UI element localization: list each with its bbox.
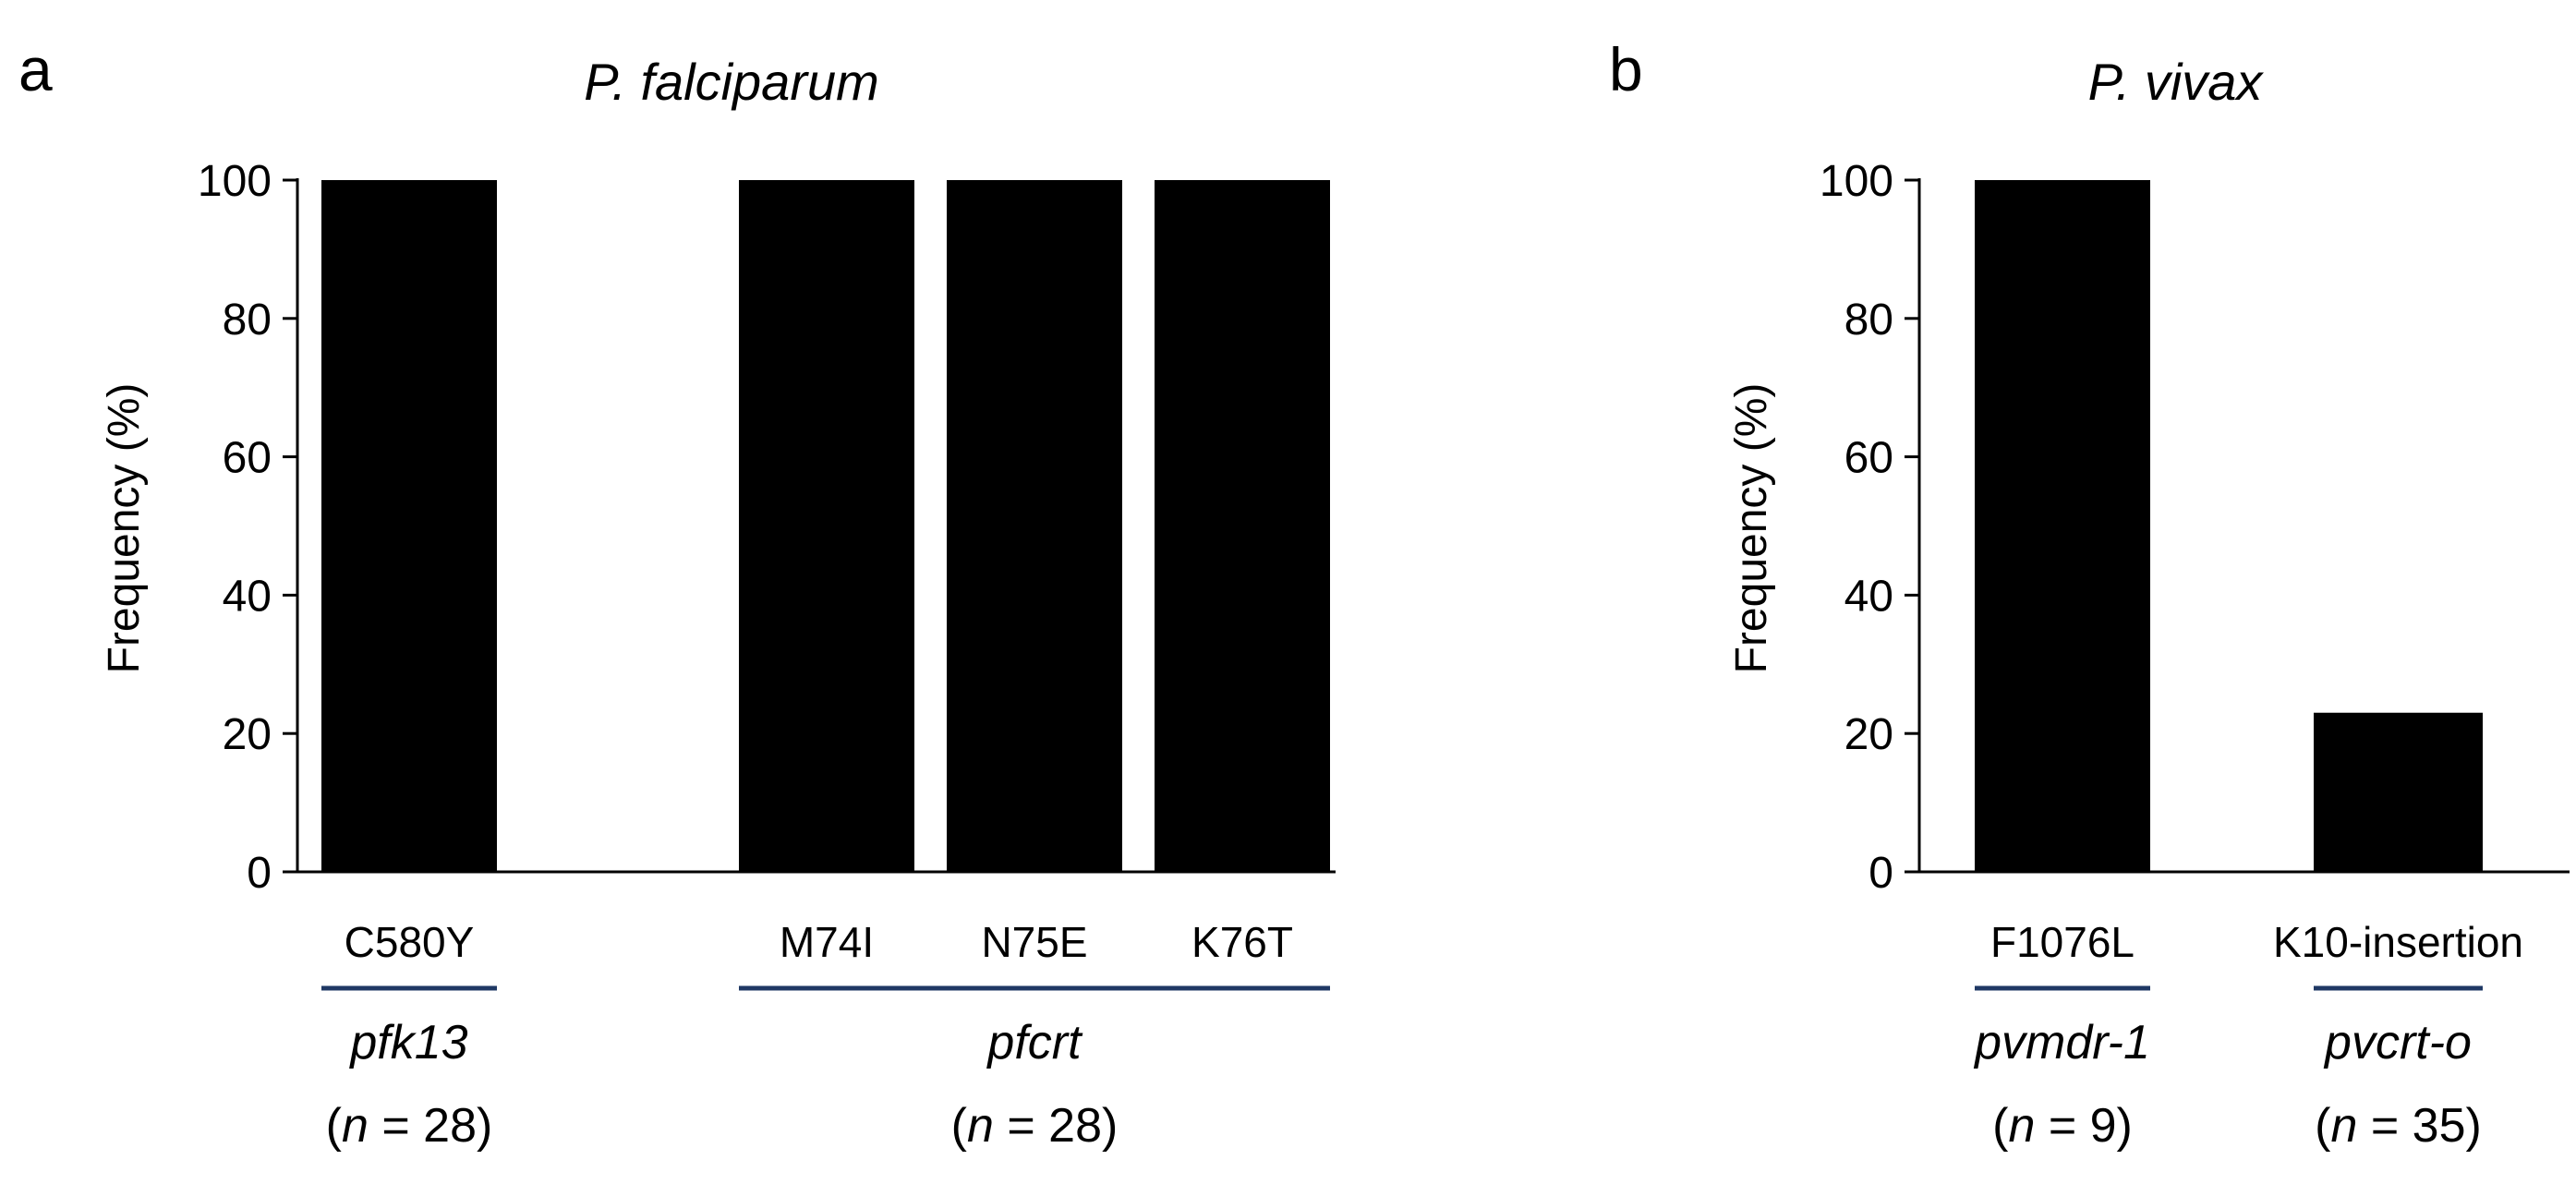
y-tick-label: 0 [247, 849, 272, 898]
gene-name: pvcrt-o [2323, 1016, 2472, 1069]
sample-size-variable: n [967, 1099, 994, 1153]
gene-groups-b: pvmdr-1(n = 9)pvcrt-o(n = 35) [1973, 985, 2483, 1153]
y-tick-label: 0 [1869, 849, 1893, 898]
y-tick-label: 80 [1844, 296, 1893, 344]
y-tick-label: 60 [1844, 434, 1893, 483]
chart-title-a: P. falciparum [584, 53, 879, 111]
gene-groups-a: pfk13(n = 28)pfcrt(n = 28) [321, 985, 1330, 1153]
y-tick-label: 100 [198, 157, 272, 206]
panel-letter-b: b [1609, 35, 1643, 103]
sample-size-value: = 28) [994, 1099, 1118, 1153]
bar-k10-insertion [2314, 712, 2483, 872]
sample-size-prefix: ( [2315, 1099, 2331, 1153]
sample-size-value: = 35) [2357, 1099, 2481, 1153]
y-axis-label-a: Frequency (%) [100, 383, 149, 674]
x-category-label: N75E [981, 918, 1087, 966]
x-category-label: F1076L [1990, 918, 2135, 966]
sample-size-variable: n [2330, 1099, 2357, 1153]
y-tick-label: 80 [223, 296, 272, 344]
y-tick-label: 60 [223, 434, 272, 483]
y-tick-label: 20 [223, 710, 272, 759]
y-tick-label: 100 [1820, 157, 1893, 206]
y-tick-label: 20 [1844, 710, 1893, 759]
sample-size-prefix: ( [951, 1099, 968, 1153]
x-category-label: C580Y [345, 918, 475, 966]
x-category-labels-b: F1076L K10-insertion [1990, 918, 2523, 966]
bars-a [321, 180, 1330, 872]
y-tick-label: 40 [1844, 572, 1893, 621]
sample-size-label: (n = 28) [951, 1099, 1119, 1153]
sample-size-variable: n [342, 1099, 369, 1153]
sample-size-variable: n [2008, 1099, 2035, 1153]
sample-size-value: = 9) [2035, 1099, 2133, 1153]
bar-k76t [1155, 180, 1330, 872]
sample-size-value: = 28) [369, 1099, 492, 1153]
y-axis-label-b: Frequency (%) [1727, 383, 1776, 674]
bars-b [1975, 180, 2483, 872]
bar-c580y [321, 180, 497, 872]
panel-letter-a: a [18, 35, 53, 103]
chart-title-b: P. vivax [2088, 53, 2265, 111]
sample-size-label: (n = 28) [326, 1099, 493, 1153]
gene-name: pvmdr-1 [1973, 1016, 2150, 1069]
bar-n75e [947, 180, 1122, 872]
panel-b-chart: b P. vivax Frequency (%) 0 20 40 60 80 100 F1… [1609, 35, 2570, 1153]
bar-f1076l [1975, 180, 2150, 872]
sample-size-prefix: ( [1992, 1099, 2009, 1153]
gene-name: pfk13 [348, 1016, 467, 1069]
sample-size-label: (n = 35) [2315, 1099, 2482, 1153]
y-tick-label: 40 [223, 572, 272, 621]
x-category-label: M74I [780, 918, 874, 966]
x-category-label: K76T [1191, 918, 1293, 966]
x-category-label: K10-insertion [2273, 918, 2523, 966]
bar-m74i [739, 180, 914, 872]
y-tick-labels-a: 0 20 40 60 80 100 [198, 157, 297, 898]
gene-name: pfcrt [986, 1016, 1083, 1069]
x-category-labels-a: C580Y M74I N75E K76T [345, 918, 1293, 966]
y-tick-labels-b: 0 20 40 60 80 100 [1820, 157, 1919, 898]
sample-size-label: (n = 9) [1992, 1099, 2133, 1153]
sample-size-prefix: ( [326, 1099, 343, 1153]
panel-a-chart: a P. falciparum Frequency (%) 0 20 40 60 80 1… [18, 35, 1336, 1153]
